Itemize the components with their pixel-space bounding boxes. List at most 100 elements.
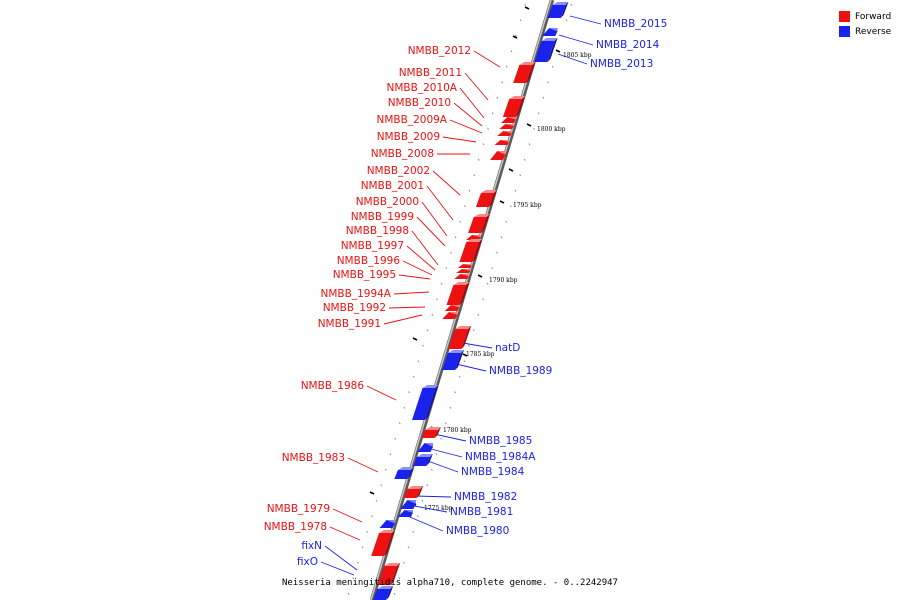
- minor-tick-mark: [449, 406, 452, 409]
- gene-nmbb-2010-leader-line: [453, 102, 483, 127]
- gene-nmbb-1991-leader-line: [383, 314, 423, 325]
- gene-nmbb-2015-block[interactable]: [547, 2, 569, 18]
- gene-nmbb-1984-leader-line: [424, 459, 459, 473]
- gene-fixn-leader-line: [324, 545, 358, 571]
- gene-nmbb-1981-label: NMBB_1981: [450, 506, 513, 518]
- minor-tick-mark: [393, 592, 396, 595]
- minor-tick-mark: [436, 298, 438, 301]
- gene-nmbb-1980-label: NMBB_1980: [446, 525, 509, 537]
- gene-nmbb-1982-label: NMBB_1982: [454, 491, 517, 503]
- minor-tick-mark: [430, 468, 433, 471]
- minor-tick-mark: [510, 50, 513, 53]
- major-tick-mark: [508, 168, 514, 172]
- major-tick-mark: [524, 6, 530, 10]
- gene-nmbb-2000-block[interactable]: [466, 235, 481, 240]
- gene-nmbb-2009a-block[interactable]: [497, 131, 512, 136]
- gene-fixn-block[interactable]: [373, 586, 394, 600]
- minor-tick-mark: [384, 468, 387, 471]
- gene-nmbb-1983-label: NMBB_1983: [282, 452, 345, 464]
- gene-nmbb-2000-label: NMBB_2000: [356, 196, 419, 208]
- gene-nmbb-1999-block[interactable]: [459, 239, 483, 262]
- gene-nmbb-2008-block[interactable]: [490, 151, 506, 160]
- gene-nmbb-2012-label: NMBB_2012: [408, 45, 471, 57]
- gene-nmbb-1985-block[interactable]: [417, 443, 434, 452]
- gene-natd-leader-line: [462, 342, 493, 349]
- minor-tick-mark: [482, 143, 485, 146]
- gene-nmbb-2015-label: NMBB_2015: [604, 18, 667, 30]
- minor-tick-mark: [514, 189, 517, 192]
- gene-nmbb-1996-block[interactable]: [454, 274, 469, 279]
- gene-nmbb-2015-leader-line: [569, 15, 602, 25]
- gene-nmbb-2013-label: NMBB_2013: [590, 58, 653, 70]
- gene-nmbb-2001-label: NMBB_2001: [361, 180, 424, 192]
- gene-nmbb-1981-block[interactable]: [397, 510, 413, 517]
- minor-tick-mark: [496, 96, 499, 99]
- minor-tick-mark: [366, 530, 369, 533]
- gene-fixn-label: fixN: [301, 540, 322, 552]
- minor-tick-mark: [380, 484, 383, 487]
- gene-nmbb-2010a-block[interactable]: [501, 117, 516, 123]
- gene-nmbb-2014-block[interactable]: [542, 28, 558, 36]
- gene-nmbb-1992-label: NMBB_1992: [323, 302, 386, 314]
- gene-nmbb-1994a-leader-line: [393, 291, 430, 295]
- gene-nmbb-1989-block[interactable]: [412, 385, 439, 420]
- gene-nmbb-1985-leader-line: [433, 433, 467, 442]
- gene-nmbb-1997-block[interactable]: [456, 269, 471, 273]
- minor-tick-mark: [398, 422, 401, 425]
- gene-nmbb-1994a-block[interactable]: [444, 305, 460, 311]
- gene-nmbb-1992-block[interactable]: [442, 312, 458, 319]
- gene-nmbb-2014-leader-line: [558, 34, 594, 46]
- minor-tick-mark: [477, 313, 480, 316]
- gene-nmbb-1984-block[interactable]: [394, 467, 414, 479]
- reverse-swatch-icon: [839, 26, 850, 37]
- minor-tick-mark: [487, 127, 490, 130]
- minor-tick-mark: [347, 592, 350, 595]
- gene-nmbb-2010-block[interactable]: [499, 124, 514, 129]
- scale-label-1790-kbp: 1790 kbp: [489, 277, 518, 284]
- gene-nmbb-1998-block[interactable]: [457, 264, 472, 268]
- minor-tick-mark: [472, 329, 475, 332]
- gene-natd-block[interactable]: [442, 350, 464, 370]
- major-tick-mark: [512, 35, 518, 39]
- minor-tick-mark: [495, 251, 498, 254]
- gene-nmbb-1991-block[interactable]: [448, 326, 472, 349]
- gene-nmbb-2009a-leader-line: [449, 119, 483, 134]
- legend-item-forward: Forward: [839, 9, 891, 24]
- gene-nmbb-1979-block[interactable]: [371, 530, 395, 556]
- minor-tick-mark: [524, 3, 527, 6]
- gene-nmbb-1984a-block[interactable]: [413, 454, 433, 466]
- gene-nmbb-2010a-leader-line: [459, 87, 485, 119]
- gene-nmbb-1978-block[interactable]: [377, 563, 401, 585]
- gene-nmbb-2013-block[interactable]: [534, 38, 558, 62]
- gene-nmbb-1982-block[interactable]: [400, 500, 416, 509]
- gene-nmbb-1983-block[interactable]: [403, 486, 424, 498]
- legend-label-reverse: Reverse: [855, 26, 892, 37]
- gene-nmbb-1986-label: NMBB_1986: [301, 380, 365, 392]
- gene-nmbb-2001-block[interactable]: [468, 214, 490, 233]
- minor-tick-mark: [501, 81, 503, 84]
- gene-nmbb-1995-block[interactable]: [446, 282, 470, 305]
- major-tick-mark: [555, 49, 561, 53]
- minor-tick-mark: [394, 437, 397, 440]
- legend-item-reverse: Reverse: [839, 24, 891, 39]
- gene-nmbb-2012-leader-line: [473, 50, 501, 68]
- gene-nmbb-2011-block[interactable]: [502, 96, 526, 117]
- minor-tick-mark: [463, 205, 466, 208]
- minor-tick-mark: [468, 344, 470, 347]
- gene-nmbb-2012-block[interactable]: [513, 62, 536, 83]
- gene-nmbb-1979-label: NMBB_1979: [267, 503, 330, 515]
- minor-tick-mark: [416, 515, 419, 518]
- gene-nmbb-1980-block[interactable]: [379, 520, 395, 528]
- minor-tick-mark: [370, 515, 373, 518]
- minor-tick-mark: [445, 267, 448, 270]
- gene-nmbb-2002-block[interactable]: [475, 190, 497, 207]
- gene-nmbb-2000-leader-line: [421, 201, 448, 237]
- minor-tick-mark: [547, 81, 549, 84]
- gene-nmbb-1986-block[interactable]: [421, 427, 441, 438]
- gene-nmbb-2009-block[interactable]: [494, 140, 510, 145]
- scale-label-1780-kbp: 1780 kbp: [443, 427, 472, 434]
- scale-labels: 1805 kbp 1800 kbp 1795 kbp 1790 kbp 1785 kbp…: [424, 52, 592, 512]
- gene-nmbb-1978-leader-line: [329, 526, 361, 541]
- major-tick-mark: [499, 200, 505, 204]
